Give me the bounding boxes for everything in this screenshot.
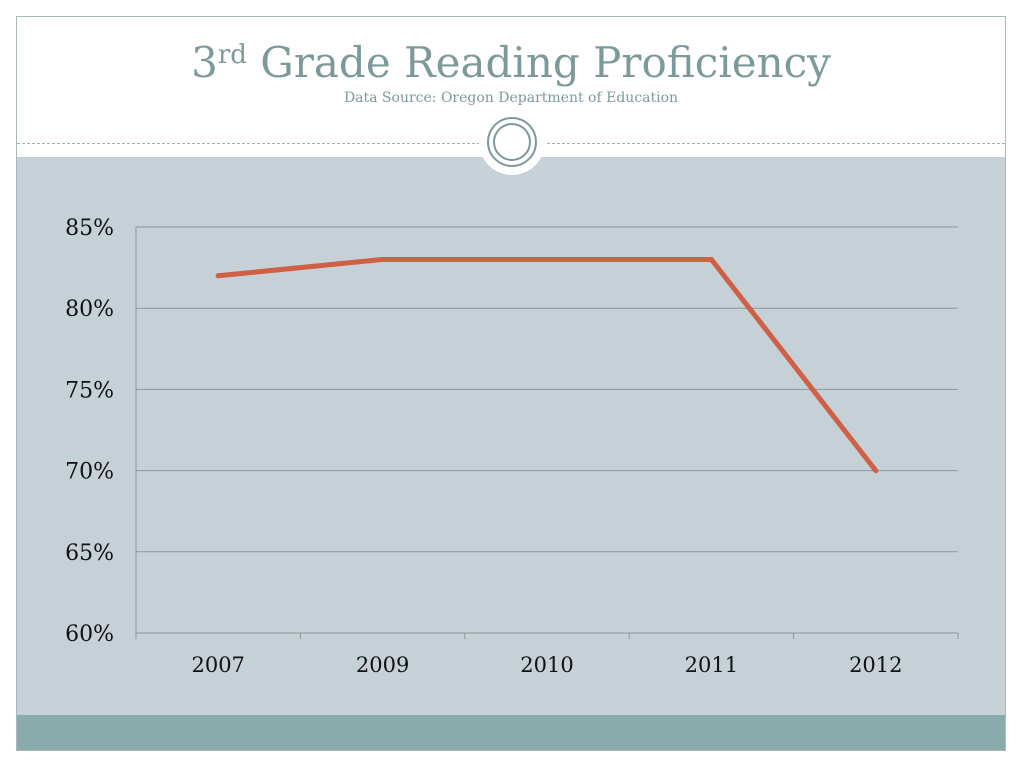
ornament-inner-ring — [493, 123, 531, 161]
slide-subtitle: Data Source: Oregon Department of Educat… — [343, 90, 679, 106]
y-tick-label: 60% — [65, 622, 114, 647]
footer-bar — [17, 715, 1005, 750]
y-tick-label: 85% — [65, 216, 114, 241]
series-line — [215, 256, 879, 474]
x-tick-label: 2011 — [685, 653, 738, 677]
data-point — [380, 256, 386, 262]
y-tick-label: 75% — [65, 378, 114, 403]
x-tick-label: 2010 — [520, 653, 573, 677]
x-tick-label: 2012 — [849, 653, 902, 677]
data-point — [708, 256, 714, 262]
title-number: 3 — [191, 38, 218, 87]
slide-header: 3rd Grade Reading Proficiency Data Sourc… — [17, 17, 1005, 157]
circle-ornament-icon — [479, 109, 545, 175]
data-point — [544, 256, 550, 262]
x-tick-label: 2007 — [191, 653, 244, 677]
line-chart: 60% 65% 70% 75% 80% 85% 2007 2009 2010 2011 2012 — [65, 216, 959, 677]
y-tick-label: 80% — [65, 297, 114, 322]
slide: 3rd Grade Reading Proficiency Data Sourc… — [16, 16, 1006, 751]
title-main: Grade Reading Proficiency — [260, 38, 831, 87]
slide-title: 3rd Grade Reading Proficiency — [17, 37, 1005, 89]
x-tick-label: 2009 — [356, 653, 409, 677]
data-point — [215, 273, 221, 279]
chart-area: 60% 65% 70% 75% 80% 85% 2007 2009 2010 2011 2012 — [17, 157, 1005, 716]
title-superscript: rd — [217, 40, 247, 70]
ornament-outer-ring — [487, 117, 537, 167]
data-point — [873, 468, 879, 474]
y-tick-label: 70% — [65, 460, 114, 485]
y-tick-label: 65% — [65, 541, 114, 566]
